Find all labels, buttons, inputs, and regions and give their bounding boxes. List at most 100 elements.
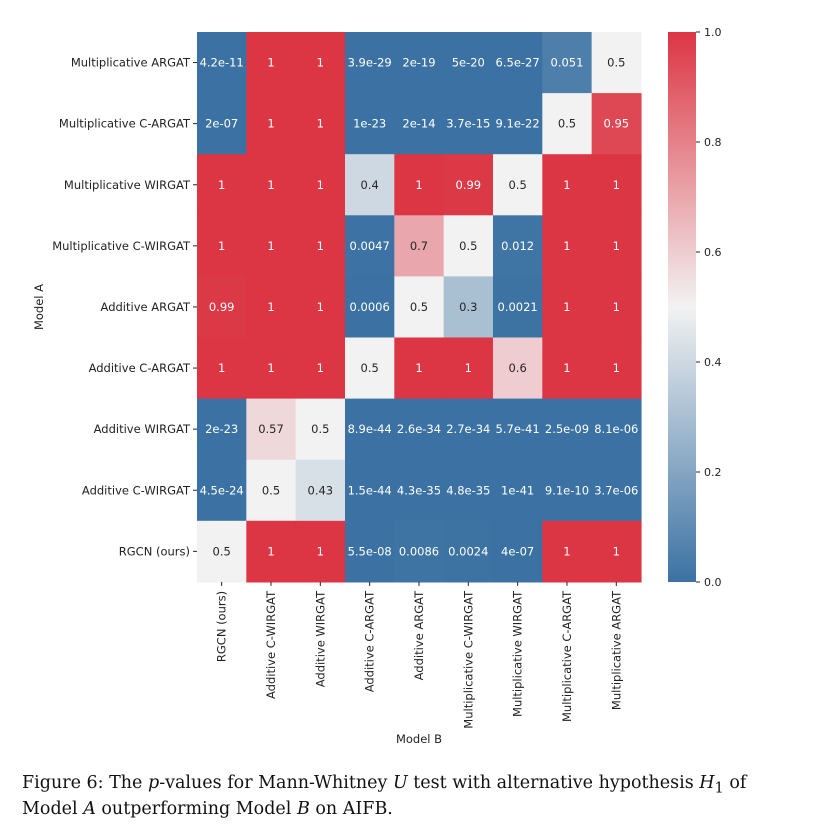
heatmap-cell	[591, 32, 642, 94]
cell-label: 0.5	[311, 422, 329, 436]
caption-h-subscript: 1	[714, 779, 724, 797]
x-tick-label: Multiplicative WIRGAT	[511, 590, 525, 717]
cell-label: 0.5	[410, 300, 428, 314]
cell-label: 1	[218, 361, 225, 375]
heatmap-cell	[344, 398, 395, 461]
cell-label: 4.8e-35	[446, 483, 490, 497]
caption-model-a: A	[83, 798, 96, 819]
cell-label: 0.99	[456, 178, 482, 192]
heatmap-cell	[542, 520, 593, 583]
heatmap-cell	[443, 93, 494, 155]
y-axis-title: Model A	[32, 284, 46, 330]
heatmap-cell	[591, 520, 642, 583]
cell-label: 1	[267, 300, 274, 314]
cell-label: 0.5	[262, 483, 280, 497]
caption-u-symbol: U	[392, 773, 408, 793]
cell-label: 0.0021	[498, 300, 538, 314]
colorbar-tick-label: 0.8	[704, 136, 722, 149]
heatmap-cell	[542, 276, 593, 339]
heatmap-cell	[295, 520, 346, 583]
cell-label: 0.5	[607, 56, 625, 70]
cell-label: 1	[563, 300, 570, 314]
heatmap-cell	[492, 215, 543, 277]
cell-label: 2.6e-34	[397, 422, 441, 436]
colorbar-tick-label: 0.4	[704, 356, 722, 369]
cell-label: 0.012	[501, 239, 534, 253]
cell-label: 1	[317, 117, 324, 131]
cell-label: 0.4	[361, 178, 379, 192]
cell-label: 0.57	[258, 422, 284, 436]
cell-label: 2e-14	[402, 117, 435, 131]
heatmap-cell	[295, 398, 346, 461]
cell-label: 0.0006	[350, 300, 390, 314]
cell-label: 0.5	[558, 117, 576, 131]
cell-label: 2e-23	[205, 422, 238, 436]
heatmap-cell	[542, 398, 593, 461]
heatmap-cell	[344, 276, 395, 339]
caption-text: of Model	[22, 773, 747, 819]
colorbar-tick-label: 0.0	[704, 576, 722, 589]
cell-label: 8.1e-06	[594, 422, 638, 436]
heatmap-cell	[542, 93, 593, 155]
heatmap-cell	[394, 215, 445, 277]
cell-label: 1	[563, 239, 570, 253]
cell-label: 1	[267, 361, 274, 375]
heatmap-cell	[197, 93, 247, 155]
cell-label: 0.5	[361, 361, 379, 375]
x-tick-label: Multiplicative C-ARGAT	[560, 590, 574, 722]
heatmap-cell	[591, 398, 642, 461]
cell-label: 0.5	[213, 544, 231, 558]
x-tick-label: Multiplicative ARGAT	[609, 590, 623, 710]
heatmap-cell	[246, 32, 297, 94]
x-tick-label: Additive WIRGAT	[313, 590, 327, 687]
heatmap-cell	[394, 32, 445, 94]
heatmap-cell	[443, 215, 494, 277]
caption-text: The	[109, 773, 148, 793]
cell-label: 5.5e-08	[348, 544, 392, 558]
heatmap-cell	[542, 337, 593, 400]
colorbar-tick-label: 0.2	[704, 466, 722, 479]
cell-label: 3.7e-06	[594, 483, 638, 497]
cell-label: 0.95	[603, 117, 629, 131]
x-axis-ticks: RGCN (ours) Additive C-WIRGAT Additive WIR…	[215, 581, 623, 729]
cell-label: 1	[563, 178, 570, 192]
cell-label: 4e-07	[501, 544, 534, 558]
heatmap-cell	[591, 154, 642, 216]
cell-label: 2e-07	[205, 117, 238, 131]
cell-label: 1.5e-44	[348, 483, 392, 497]
heatmap-cell	[394, 520, 445, 583]
cell-label: 1	[613, 544, 620, 558]
heatmap-cell	[443, 459, 494, 522]
heatmap-cell	[344, 520, 395, 583]
heatmap-cell	[197, 154, 247, 216]
heatmap-cell	[394, 398, 445, 461]
heatmap-cell	[344, 93, 395, 155]
cell-label: 1	[317, 544, 324, 558]
cell-label: 3.9e-29	[348, 56, 392, 70]
cell-label: 1	[613, 178, 620, 192]
cell-label: 5.7e-41	[496, 422, 540, 436]
heatmap-cell	[394, 93, 445, 155]
cell-label: 1	[267, 117, 274, 131]
caption-text: on AIFB.	[309, 798, 393, 819]
cell-label: 9.1e-22	[496, 117, 540, 131]
cell-label: 4.5e-24	[200, 483, 244, 497]
x-axis-title: Model B	[396, 732, 442, 746]
heatmap-cell	[246, 398, 297, 461]
x-tick-label: Multiplicative C-WIRGAT	[461, 590, 475, 729]
caption-text: outperforming Model	[95, 798, 297, 819]
heatmap-cell	[344, 337, 395, 400]
y-tick-label: Multiplicative WIRGAT	[64, 178, 191, 192]
heatmap-cell	[591, 337, 642, 400]
y-tick-label: Additive WIRGAT	[94, 422, 191, 436]
cell-label: 9.1e-10	[545, 483, 589, 497]
x-tick-label: Additive C-ARGAT	[363, 590, 377, 692]
heatmap-cell	[295, 93, 346, 155]
cell-label: 0.6	[508, 361, 526, 375]
heatmap-cell	[591, 276, 642, 339]
cell-label: 8.9e-44	[348, 422, 392, 436]
heatmap-cell	[197, 337, 247, 400]
y-axis-ticks: Multiplicative ARGAT Multiplicative C-ARG…	[52, 56, 197, 558]
heatmap-cell	[443, 276, 494, 339]
heatmap-cell	[443, 398, 494, 461]
